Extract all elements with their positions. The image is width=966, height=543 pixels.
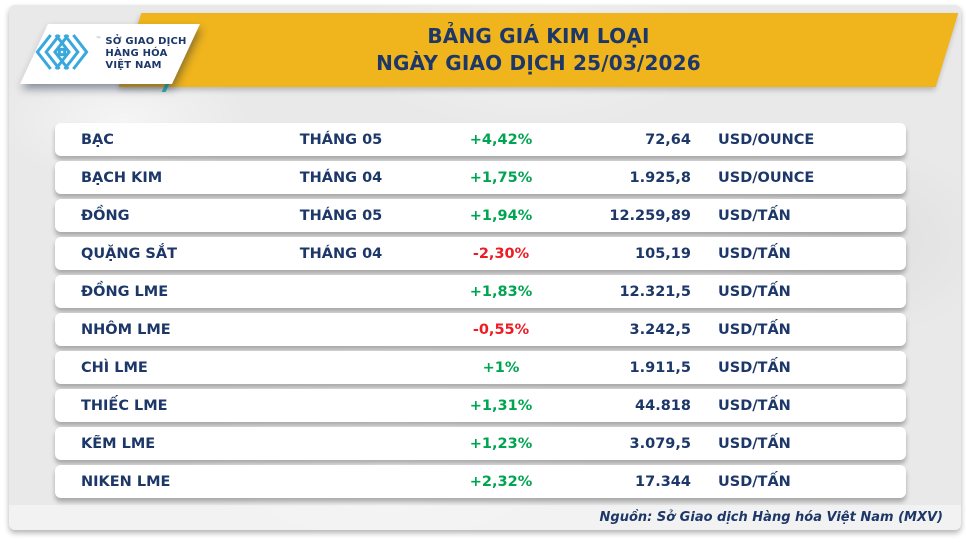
mxv-chevron-logo-icon <box>33 33 91 75</box>
percent-change: -2,30% <box>472 245 530 262</box>
price-value: 3.079,5 <box>629 435 691 452</box>
commodity-name: KẼM LME <box>81 435 156 452</box>
price-unit: USD/TẤN <box>718 359 791 376</box>
contract-month: THÁNG 05 <box>299 131 383 148</box>
price-value: 72,64 <box>645 131 691 148</box>
price-value: 12.259,89 <box>609 207 691 224</box>
contract-month: THÁNG 05 <box>299 207 383 224</box>
source-attribution: Nguồn: Sở Giao dịch Hàng hóa Việt Nam (M… <box>599 510 943 525</box>
price-unit: USD/OUNCE <box>718 131 815 148</box>
percent-change: +4,42% <box>469 131 533 148</box>
price-unit: USD/TẤN <box>718 435 791 452</box>
contract-month: THÁNG 04 <box>299 169 383 186</box>
table-row: ĐỒNG LME +1,83% 12.321,5 USD/TẤN <box>55 275 906 308</box>
price-unit: USD/TẤN <box>718 207 791 224</box>
table-row: NIKEN LME +2,32% 17.344 USD/TẤN <box>55 465 906 498</box>
table-row: BẠC THÁNG 05 +4,42% 72,64 USD/OUNCE <box>55 123 906 156</box>
percent-change: +1,94% <box>469 207 533 224</box>
logo-line2: HÀNG HÓA <box>105 48 168 59</box>
trading-date: NGÀY GIAO DỊCH 25/03/2026 <box>376 51 701 75</box>
price-unit: USD/TẤN <box>718 397 791 414</box>
percent-change: +2,32% <box>469 473 533 490</box>
price-unit: USD/OUNCE <box>718 169 815 186</box>
logo-line3: VIỆT NAM <box>105 60 162 71</box>
percent-change: -0,55% <box>472 321 530 338</box>
percent-change: +1,23% <box>469 435 533 452</box>
table-row: ĐỒNG THÁNG 05 +1,94% 12.259,89 USD/TẤN <box>55 199 906 232</box>
commodity-name: BẠCH KIM <box>81 169 163 186</box>
table-row: CHÌ LME +1% 1.911,5 USD/TẤN <box>55 351 906 384</box>
percent-change: +1,83% <box>469 283 533 300</box>
table-row: NHÔM LME -0,55% 3.242,5 USD/TẤN <box>55 313 906 346</box>
price-unit: USD/TẤN <box>718 245 791 262</box>
table-row: KẼM LME +1,23% 3.079,5 USD/TẤN <box>55 427 906 460</box>
metal-price-board: BẢNG GIÁ KIM LOẠI NGÀY GIAO DỊCH 25/03/2… <box>9 5 961 530</box>
commodity-name: NIKEN LME <box>81 473 171 490</box>
price-unit: USD/TẤN <box>718 321 791 338</box>
trademark-symbol: ™ <box>95 36 102 43</box>
title-banner: BẢNG GIÁ KIM LOẠI NGÀY GIAO DỊCH 25/03/2… <box>118 13 959 87</box>
percent-change: +1,75% <box>469 169 533 186</box>
price-value: 1.925,8 <box>629 169 691 186</box>
commodity-name: THIẾC LME <box>81 397 168 414</box>
commodity-name: QUẶNG SẮT <box>81 245 177 262</box>
price-value: 17.344 <box>635 473 691 490</box>
logo-wordmark: SỞ GIAO DỊCH HÀNG HÓA VIỆT NAM <box>105 36 186 72</box>
commodity-name: CHÌ LME <box>81 359 148 376</box>
footer-band: Nguồn: Sở Giao dịch Hàng hóa Việt Nam (M… <box>9 505 961 530</box>
commodity-name: NHÔM LME <box>81 321 171 338</box>
price-unit: USD/TẤN <box>718 473 791 490</box>
percent-change: +1,31% <box>469 397 533 414</box>
percent-change: +1% <box>482 359 520 376</box>
contract-month: THÁNG 04 <box>299 245 383 262</box>
table-row: BẠCH KIM THÁNG 04 +1,75% 1.925,8 USD/OUNCE <box>55 161 906 194</box>
price-value: 44.818 <box>635 397 691 414</box>
price-table: BẠC THÁNG 05 +4,42% 72,64 USD/OUNCE BẠCH KIM T… <box>55 123 906 503</box>
price-value: 105,19 <box>635 245 691 262</box>
mxv-logo: ™ SỞ GIAO DỊCH HÀNG HÓA VIỆT NAM <box>20 24 200 84</box>
price-unit: USD/TẤN <box>718 283 791 300</box>
price-value: 1.911,5 <box>629 359 691 376</box>
table-row: QUẶNG SẮT THÁNG 04 -2,30% 105,19 USD/TẤN <box>55 237 906 270</box>
board-title: BẢNG GIÁ KIM LOẠI <box>427 24 650 48</box>
commodity-name: ĐỒNG <box>81 207 130 224</box>
logo-line1: SỞ GIAO DỊCH <box>105 36 187 47</box>
price-value: 3.242,5 <box>629 321 691 338</box>
commodity-name: ĐỒNG LME <box>81 283 169 300</box>
table-row: THIẾC LME +1,31% 44.818 USD/TẤN <box>55 389 906 422</box>
price-value: 12.321,5 <box>619 283 691 300</box>
commodity-name: BẠC <box>81 131 114 148</box>
